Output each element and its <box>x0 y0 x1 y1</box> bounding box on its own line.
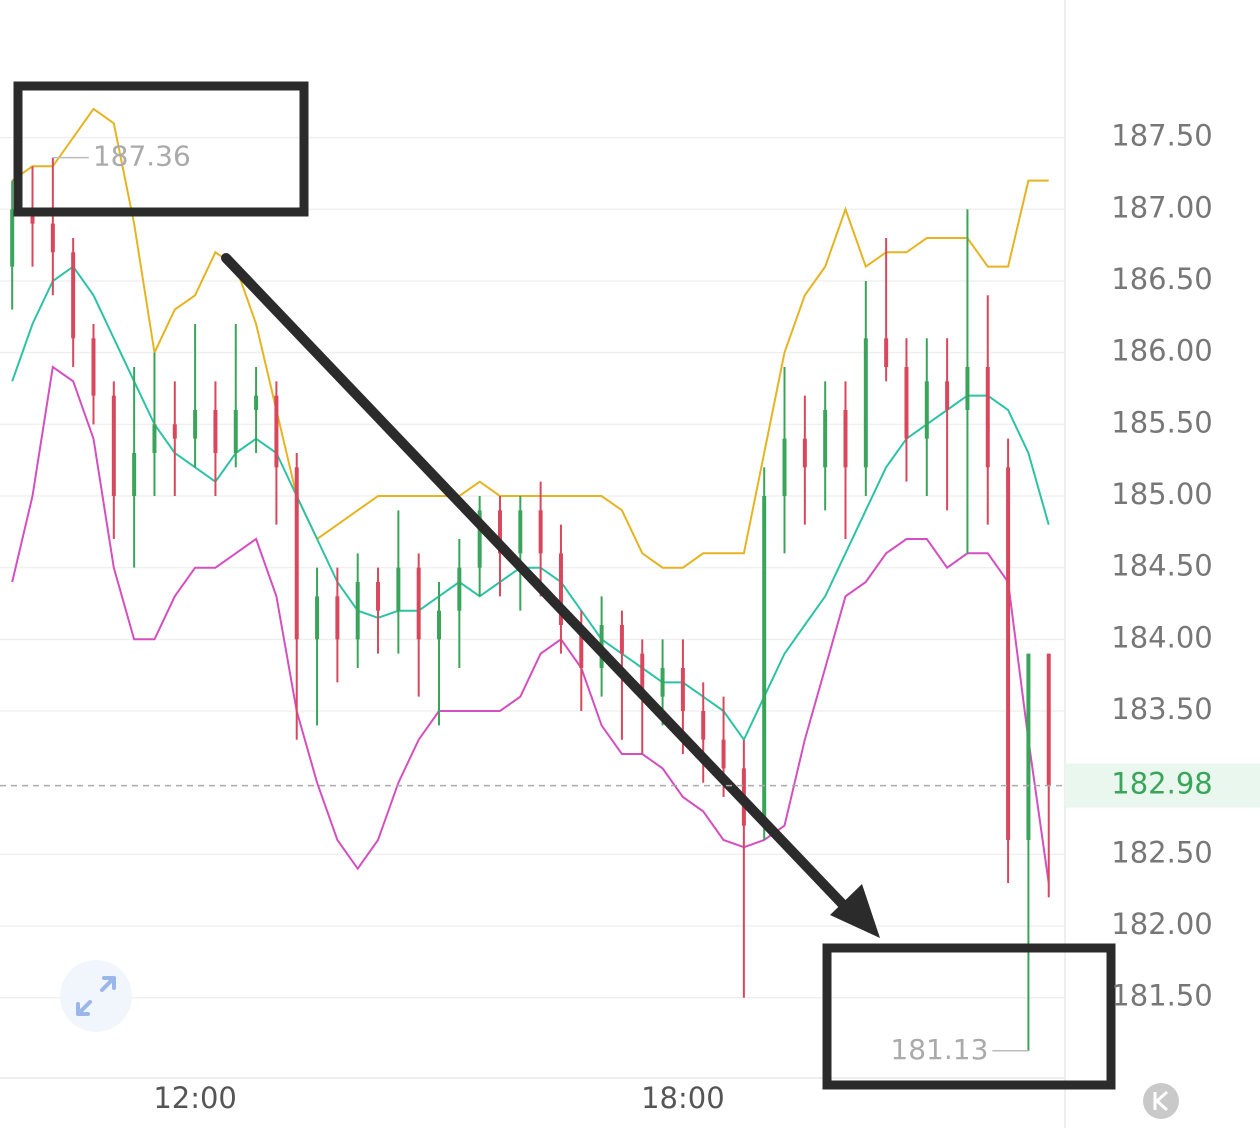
bar-body <box>843 409 848 468</box>
bar-body <box>518 510 523 554</box>
bar-body <box>782 438 787 496</box>
band-line <box>11 107 1049 569</box>
bar-body <box>111 395 116 496</box>
last-price-tag <box>1065 763 1260 808</box>
bar-body <box>172 424 177 439</box>
bar-body <box>193 409 198 439</box>
k-button[interactable] <box>1143 1083 1179 1119</box>
y-tick-label: 187.00 <box>1111 190 1212 224</box>
bar-body <box>884 338 889 367</box>
y-tick-label: 181.50 <box>1111 979 1212 1013</box>
bar-body <box>457 567 462 611</box>
trend-arrow <box>221 253 855 917</box>
bar-body <box>904 366 909 439</box>
bar-body <box>274 395 279 468</box>
bar-body <box>660 668 665 697</box>
bar-body <box>497 510 502 554</box>
expand-button[interactable] <box>60 960 132 1032</box>
y-tick-label: 184.50 <box>1111 549 1212 583</box>
bar-body <box>416 567 421 640</box>
min-label: 181.13 <box>890 1033 988 1066</box>
bar-body <box>680 668 685 712</box>
bar-body <box>863 338 868 468</box>
max-label: 187.36 <box>93 140 191 173</box>
bar-body <box>213 409 218 453</box>
y-tick-label: 184.00 <box>1111 620 1212 654</box>
bar-body <box>924 381 929 439</box>
y-tick-label: 187.50 <box>1111 119 1212 153</box>
y-tick-label: 183.50 <box>1111 692 1212 726</box>
last-price-label: 182.98 <box>1111 767 1212 801</box>
bar-body <box>701 711 706 740</box>
bar-body <box>558 553 563 626</box>
bar-body <box>355 582 360 640</box>
bar-body <box>437 610 442 640</box>
bar-body <box>1046 653 1051 786</box>
bar-body <box>315 596 320 640</box>
bar-body <box>1026 653 1031 841</box>
band-line <box>11 265 1050 742</box>
y-tick-label: 185.00 <box>1111 477 1212 511</box>
band-line <box>11 365 1050 884</box>
bar-body <box>477 510 482 568</box>
bar-body <box>396 567 401 611</box>
bar-body <box>10 209 15 267</box>
highlight-box <box>822 943 1116 1090</box>
bar-body <box>50 223 55 253</box>
bar-body <box>945 381 950 410</box>
bar-body <box>233 409 238 453</box>
x-tick-label: 18:00 <box>641 1081 725 1115</box>
bar-body <box>1006 467 1011 841</box>
bar-body <box>132 452 137 496</box>
bar-body <box>640 653 645 697</box>
bar-body <box>91 338 96 396</box>
bar-body <box>335 596 340 640</box>
bar-body <box>985 366 990 468</box>
bar-body <box>823 409 828 468</box>
y-tick-label: 182.00 <box>1111 907 1212 941</box>
bar-body <box>254 395 259 410</box>
bar-body <box>802 438 807 468</box>
bar-body <box>538 510 543 554</box>
y-tick-label: 182.50 <box>1111 835 1212 869</box>
plot-area: 187.36 181.13 <box>0 107 1065 1066</box>
highlight-box <box>13 81 309 217</box>
x-tick-label: 12:00 <box>153 1081 237 1115</box>
y-tick-label: 185.50 <box>1111 405 1212 439</box>
arrow-head <box>830 884 880 938</box>
bar-body <box>721 739 726 769</box>
bar-body <box>762 495 767 826</box>
bar-body <box>71 252 76 339</box>
bar-body <box>965 366 970 410</box>
bar-body <box>294 467 299 640</box>
bar-body <box>579 625 584 669</box>
bar-body <box>376 582 381 611</box>
bar-body <box>619 625 624 654</box>
bar-body <box>152 424 157 453</box>
y-tick-label: 186.00 <box>1111 334 1212 368</box>
y-tick-label: 186.50 <box>1111 262 1212 296</box>
